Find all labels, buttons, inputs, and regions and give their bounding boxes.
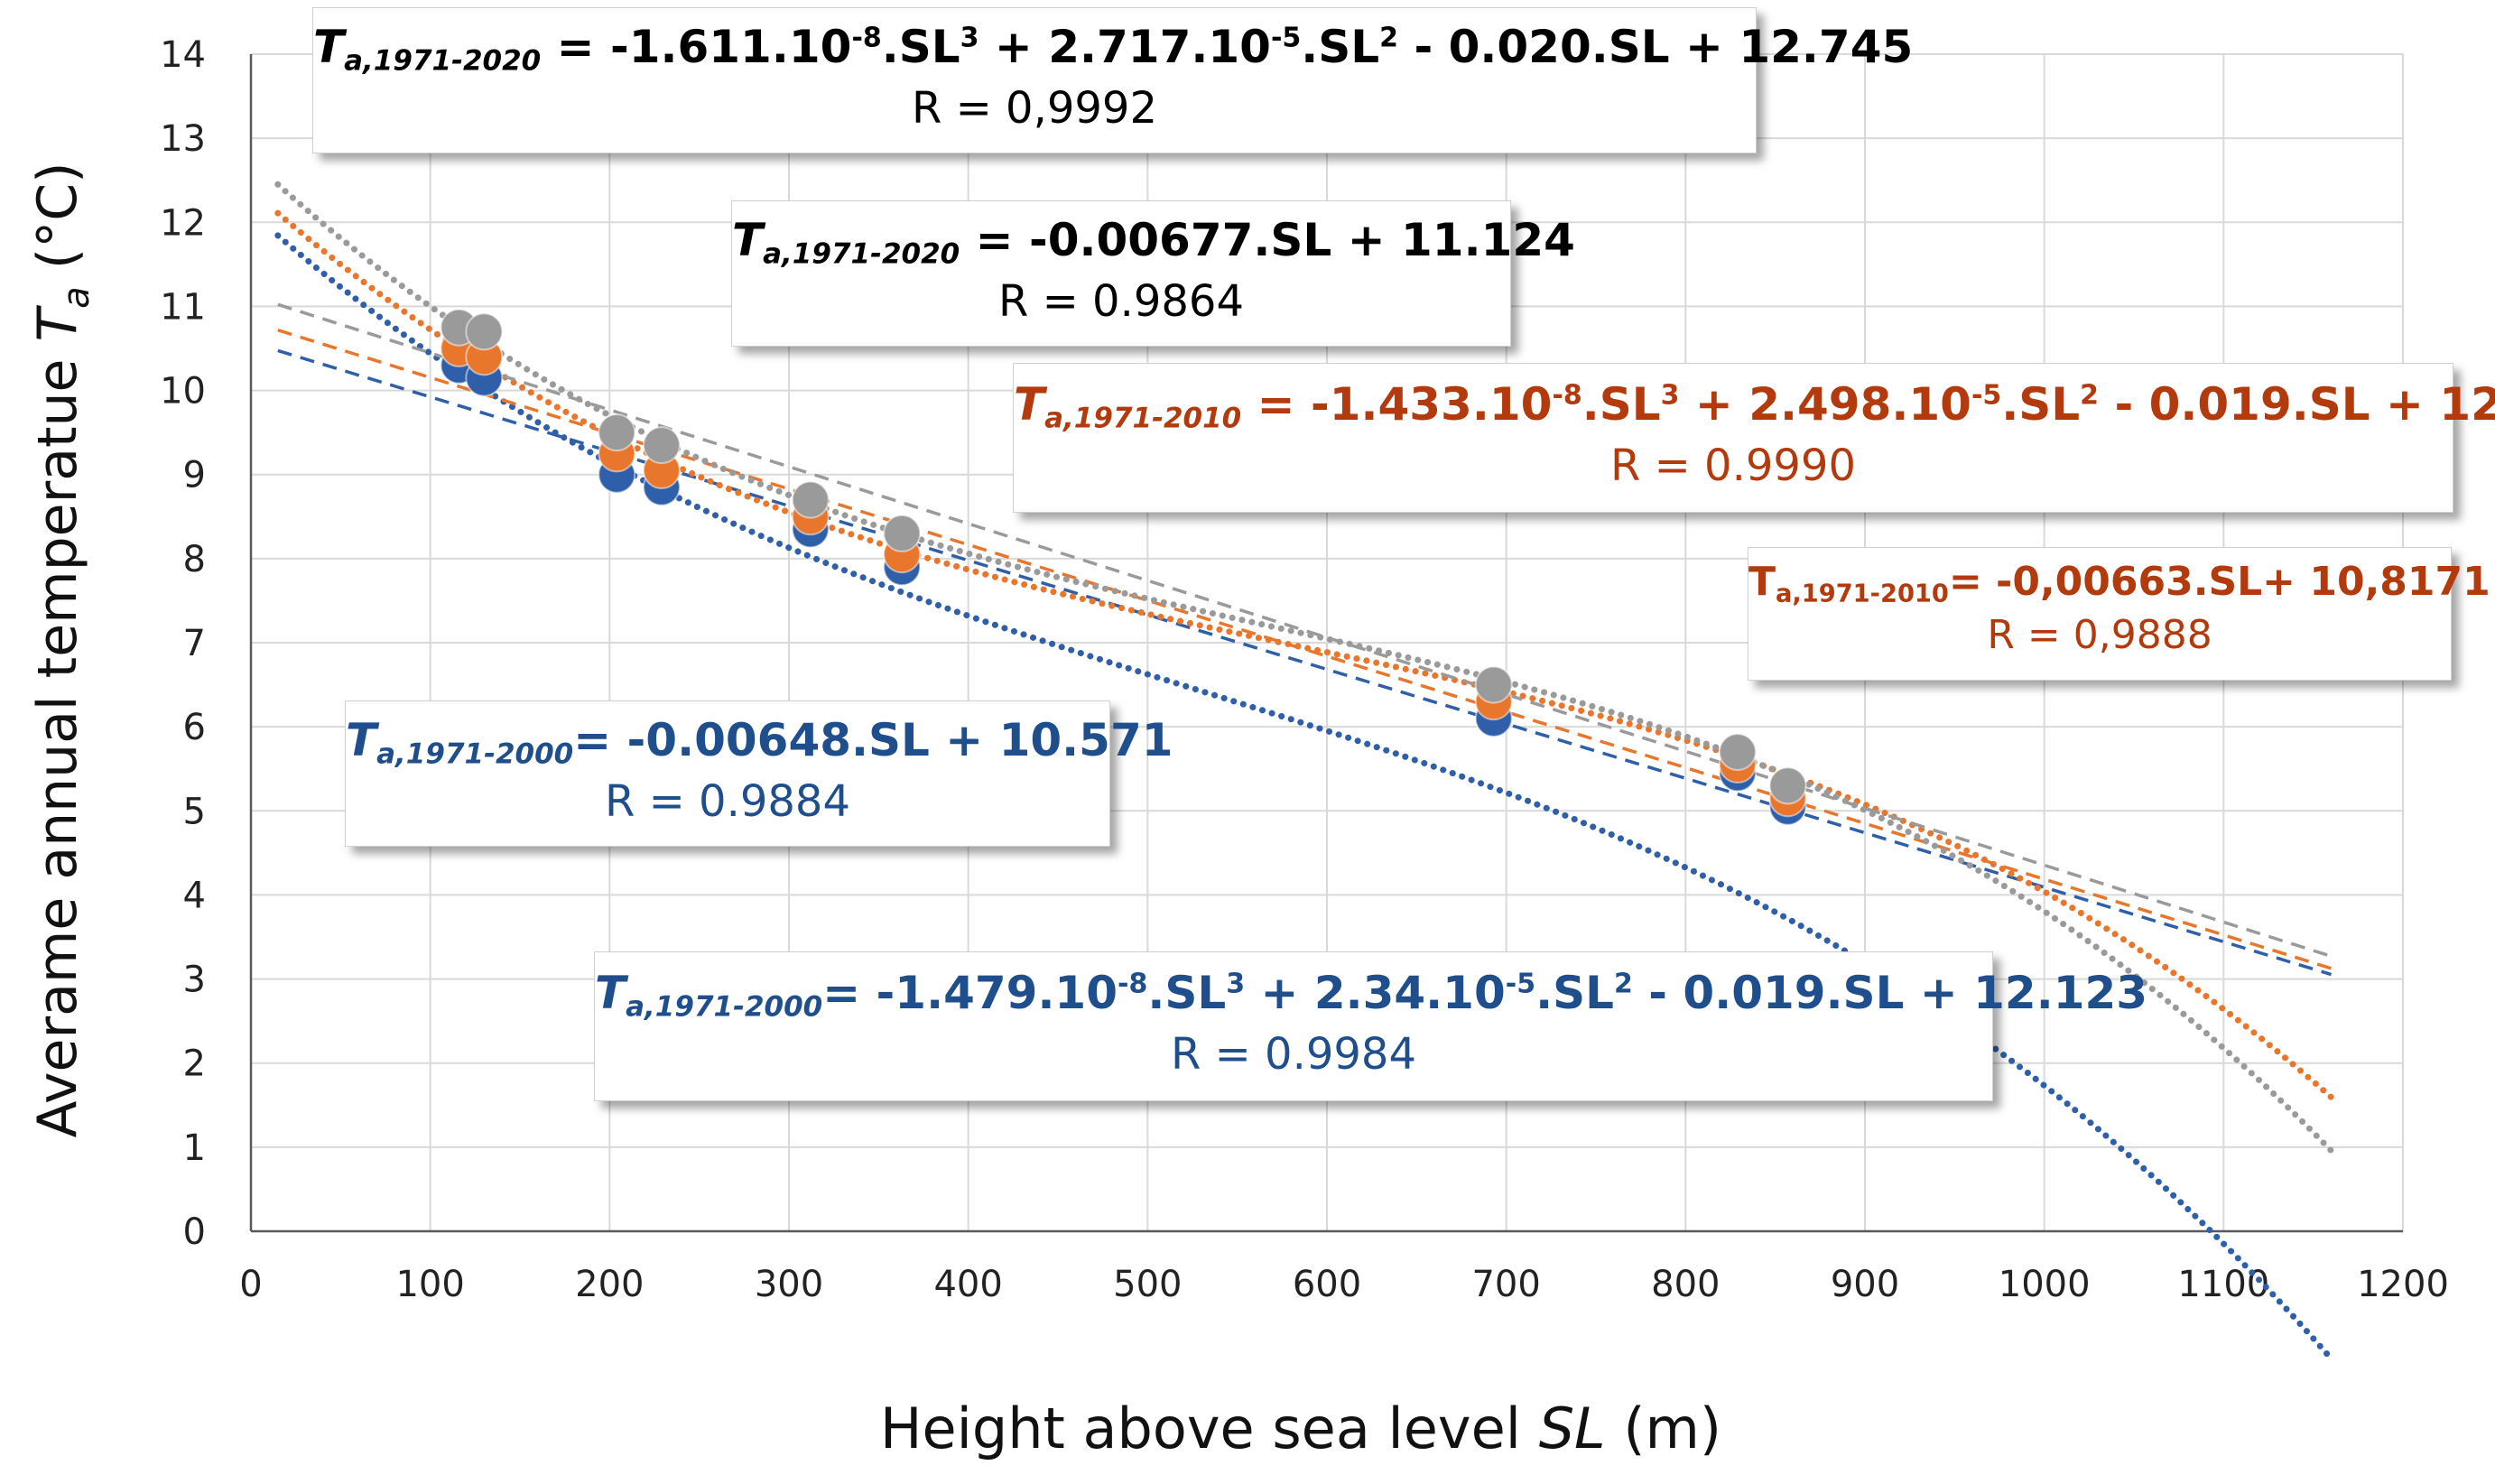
y-tick-label: 5 [183, 791, 206, 832]
x-tick-label: 800 [1651, 1264, 1720, 1305]
data-point-1971-2020 [1768, 766, 1807, 805]
y-tick-label: 10 [160, 371, 206, 413]
y-tick-label: 7 [183, 623, 206, 664]
annotation-linear-1971-2000: Ta,1971-2000= -0.00648.SL + 10.571 R = 0… [345, 700, 1173, 847]
y-tick-label: 9 [183, 455, 206, 496]
y-tick-label: 12 [160, 202, 206, 244]
data-point-1971-2020 [642, 426, 681, 465]
y-tick-label: 6 [183, 707, 206, 748]
x-tick-label: 1000 [1999, 1264, 2091, 1305]
annotation-cubic-1971-2010: Ta,1971-2010 = -1.433.10-8.SL3 + 2.498.1… [1013, 363, 2495, 513]
y-tick-label: 3 [183, 960, 206, 1001]
cubic-trend-line-1971-2020 [274, 181, 2334, 1155]
y-tick-label: 1 [183, 1127, 206, 1169]
data-points [440, 308, 1807, 826]
y-tick-label: 8 [183, 539, 206, 580]
annotation-equation: Ta,1971-2000= -0.00648.SL + 10.571 [346, 714, 1173, 771]
x-tick-label: 500 [1113, 1264, 1182, 1305]
data-point-1971-2020 [791, 480, 830, 519]
y-tick-label: 14 [160, 34, 206, 76]
data-point-1971-2020 [465, 312, 504, 351]
x-tick-label: 900 [1831, 1264, 1899, 1305]
annotation-cubic-1971-2020: Ta,1971-2020 = -1.611.10-8.SL3 + 2.717.1… [312, 7, 1914, 153]
y-tick-label: 13 [160, 118, 206, 160]
data-point-1971-2020 [883, 514, 922, 552]
annotation-r-value: R = 0.9984 [1170, 1028, 1417, 1080]
x-tick-label: 700 [1471, 1264, 1540, 1305]
annotation-equation: Ta,1971-2020 = -0.00677.SL + 11.124 [732, 214, 1575, 271]
y-axis-label: Averame annual temperatue Ta (°C) [26, 162, 97, 1137]
annotation-linear-1971-2020: Ta,1971-2020 = -0.00677.SL + 11.124 R = … [731, 200, 1575, 347]
annotation-equation: Ta,1971-2010= -0,00663.SL+ 10,8171 [1748, 559, 2490, 608]
x-tick-label: 100 [395, 1264, 464, 1305]
annotation-r-value: R = 0.9864 [997, 275, 1245, 327]
x-tick-label: 1200 [2357, 1264, 2449, 1305]
x-tick-label: 1100 [2177, 1264, 2269, 1305]
annotation-cubic-1971-2000: Ta,1971-2000= -1.479.10-8.SL3 + 2.34.10-… [594, 951, 2148, 1101]
linear-trend-line-1971-2020 [277, 302, 2333, 959]
y-tick-label: 11 [160, 286, 206, 328]
y-tick-label: 4 [183, 875, 206, 916]
data-point-1971-2020 [1474, 665, 1513, 704]
x-tick-label: 600 [1293, 1264, 1361, 1305]
data-point-1971-2020 [598, 413, 636, 452]
x-axis-label: Height above sea level SL (m) [880, 1396, 1721, 1461]
x-tick-label: 400 [933, 1264, 1002, 1305]
x-tick-label: 200 [575, 1264, 644, 1305]
y-tick-label: 2 [183, 1043, 206, 1085]
axes [249, 54, 2403, 1233]
annotation-r-value: R = 0,9888 [1987, 611, 2212, 658]
x-tick-label: 300 [755, 1264, 823, 1305]
annotation-linear-1971-2010: Ta,1971-2010= -0,00663.SL+ 10,8171 R = 0… [1748, 547, 2490, 681]
x-tick-labels: 0 100 200 300 400 500 600 700 800 900 1000 1100 1200 [239, 1264, 2449, 1305]
x-tick-label: 0 [239, 1264, 262, 1305]
annotation-r-value: R = 0.9990 [1609, 440, 1857, 491]
annotation-equation: Ta,1971-2020 = -1.611.10-8.SL3 + 2.717.1… [313, 21, 1914, 78]
data-point-1971-2020 [1718, 733, 1757, 772]
annotation-equation: Ta,1971-2000= -1.479.10-8.SL3 + 2.34.10-… [595, 967, 2148, 1024]
annotation-r-value: R = 0.9884 [604, 775, 851, 827]
y-tick-label: 0 [183, 1211, 206, 1253]
annotation-equation: Ta,1971-2010 = -1.433.10-8.SL3 + 2.498.1… [1014, 378, 2495, 435]
annotation-r-value: R = 0,9992 [911, 82, 1158, 134]
